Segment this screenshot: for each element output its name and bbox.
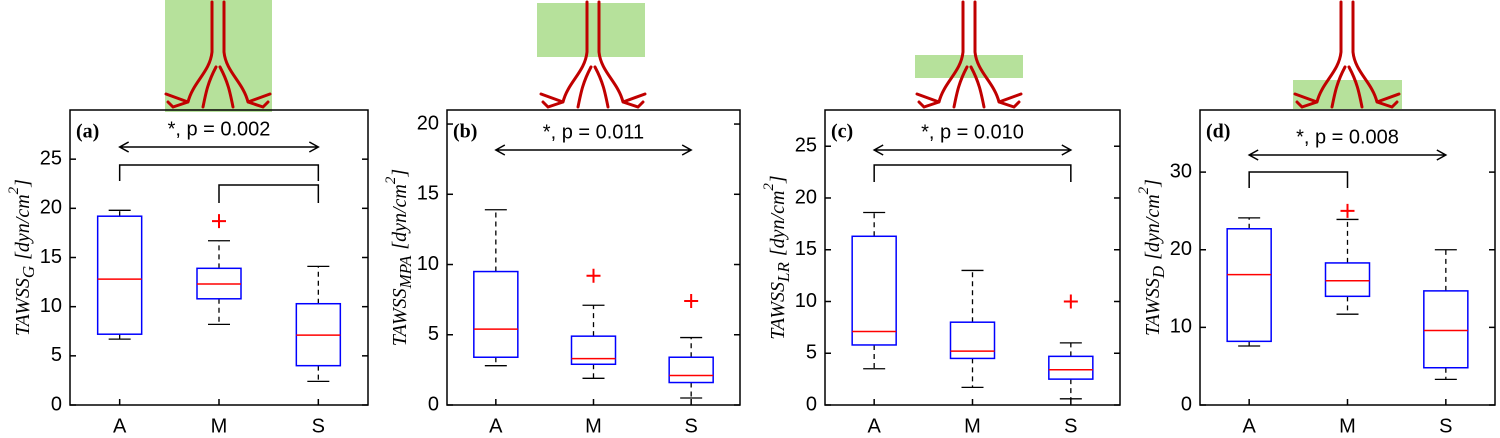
y-label-sub: G — [19, 266, 38, 278]
y-tick-label: 25 — [40, 147, 62, 169]
sig-arrow — [1247, 149, 1448, 161]
y-label-unit: [dyn/cm — [389, 184, 411, 250]
y-label-sup: 2 — [6, 186, 22, 194]
y-tick-label: 20 — [795, 186, 817, 208]
x-tick-label: M — [1339, 415, 1356, 437]
panel-label: (a) — [76, 121, 99, 143]
y-tick-label: 15 — [40, 246, 62, 268]
outlier — [212, 214, 226, 229]
outlier — [586, 268, 601, 283]
y-label-sub: D — [1149, 265, 1168, 279]
x-tick-label: S — [312, 415, 325, 437]
x-tick-label: A — [489, 415, 503, 437]
y-axis-label: TAWSSD [dyn/cm2] — [1136, 179, 1167, 336]
y-axis-label: TAWSSMPA [dyn/cm2] — [383, 169, 414, 346]
y-tick-label: 10 — [417, 253, 439, 275]
y-label-main: TAWSS — [389, 288, 411, 346]
x-tick-label: S — [1064, 415, 1077, 437]
y-axis-label: TAWSSLR [dyn/cm2] — [761, 175, 792, 339]
y-label-sub: LR — [774, 261, 793, 282]
sig-bracket — [873, 164, 1072, 182]
sig-bracket — [1248, 171, 1349, 188]
box — [1048, 355, 1094, 380]
y-tick-label: 15 — [795, 238, 817, 260]
box — [1423, 290, 1469, 369]
y-label-sup: 2 — [383, 176, 399, 184]
y-tick-label: 15 — [417, 183, 439, 205]
icon-d — [1293, 0, 1402, 109]
box — [1226, 228, 1272, 343]
box — [570, 335, 617, 366]
y-tick-label: 20 — [417, 112, 439, 134]
sig-arrow — [118, 141, 320, 153]
annotation: *, p = 0.002 — [168, 118, 271, 140]
x-tick-label: S — [684, 415, 697, 437]
box — [851, 235, 897, 346]
panel-label: (d) — [1206, 121, 1230, 143]
x-tick-label: M — [964, 415, 981, 437]
sig-arrow — [494, 144, 693, 156]
y-label-close: ] — [12, 179, 34, 188]
y-label-unit: [dyn/cm — [1142, 194, 1164, 260]
y-tick-label: 10 — [1170, 316, 1192, 338]
icon-c — [915, 0, 1023, 109]
icon-b — [537, 0, 647, 109]
y-label-close: ] — [389, 169, 411, 178]
y-tick-label: 10 — [795, 290, 817, 312]
outlier — [1063, 294, 1078, 309]
panel-label: (c) — [831, 121, 853, 143]
annotation: *, p = 0.010 — [921, 121, 1024, 143]
x-tick-label: A — [1242, 415, 1256, 437]
x-tick-label: A — [113, 415, 127, 437]
x-tick-label: M — [211, 415, 228, 437]
y-label-main: TAWSS — [12, 278, 34, 336]
y-tick-label: 0 — [806, 393, 817, 415]
sig-bracket — [118, 164, 320, 181]
box — [473, 270, 519, 358]
y-label-sub: MPA — [396, 255, 415, 289]
y-tick-label: 0 — [1181, 393, 1192, 415]
y-tick-label: 20 — [40, 197, 62, 219]
annotation: *, p = 0.011 — [543, 121, 644, 143]
y-tick-label: 25 — [795, 135, 817, 157]
icon-a — [164, 0, 272, 112]
sig-bracket — [218, 184, 320, 203]
box — [1324, 262, 1371, 298]
annotation: *, p = 0.008 — [1296, 126, 1399, 148]
y-tick-label: 10 — [40, 295, 62, 317]
y-label-main: TAWSS — [767, 282, 789, 340]
y-label-close: ] — [767, 175, 789, 184]
y-label-close: ] — [1142, 179, 1164, 188]
y-label-unit: [dyn/cm — [767, 191, 789, 257]
panel-label: (b) — [453, 121, 477, 143]
y-tick-label: 5 — [51, 344, 62, 366]
x-tick-label: M — [585, 415, 602, 437]
outlier — [684, 294, 699, 309]
y-label-unit: [dyn/cm — [12, 194, 34, 260]
x-tick-label: S — [1439, 415, 1452, 437]
y-axis-label: TAWSSG [dyn/cm2] — [6, 179, 37, 336]
y-tick-label: 0 — [51, 393, 62, 415]
y-label-main: TAWSS — [1142, 278, 1164, 336]
box — [668, 356, 714, 384]
sig-arrow — [872, 144, 1073, 156]
outlier — [1340, 203, 1355, 218]
y-label-sup: 2 — [761, 183, 777, 191]
plot-frame — [446, 109, 741, 406]
y-tick-label: 0 — [428, 393, 439, 415]
y-label-sup: 2 — [1136, 186, 1152, 194]
y-tick-label: 5 — [428, 323, 439, 345]
y-tick-label: 30 — [1170, 160, 1192, 182]
box — [96, 215, 143, 335]
y-tick-label: 5 — [806, 342, 817, 364]
y-tick-label: 20 — [1170, 238, 1192, 260]
x-tick-label: A — [867, 415, 881, 437]
box — [949, 321, 996, 360]
